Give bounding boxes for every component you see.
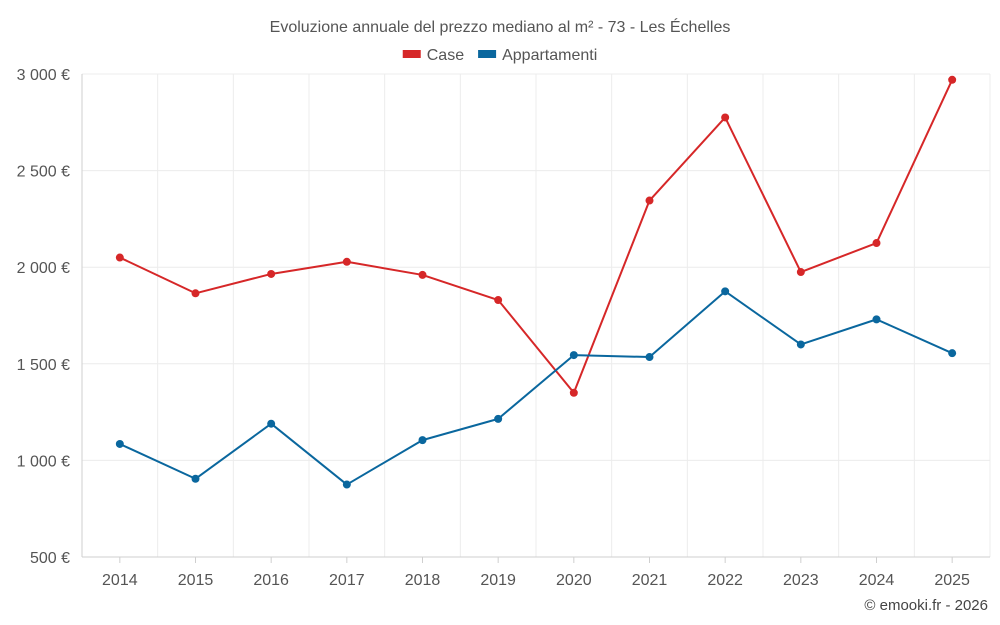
credit-text: © emooki.fr - 2026 (864, 597, 988, 614)
data-point-appartamenti[interactable] (191, 474, 200, 483)
data-point-case[interactable] (191, 289, 200, 298)
legend-swatch (478, 50, 497, 58)
chart-title: Evoluzione annuale del prezzo mediano al… (270, 17, 731, 36)
legend-item-appartamenti[interactable]: Appartamenti (478, 47, 597, 64)
data-point-case[interactable] (872, 239, 881, 248)
x-tick-label: 2017 (329, 572, 365, 589)
series-line-case (119, 79, 954, 394)
x-tick-label: 2021 (632, 572, 668, 589)
data-point-case[interactable] (948, 75, 957, 84)
data-point-appartamenti[interactable] (645, 353, 654, 362)
data-point-case[interactable] (721, 113, 730, 122)
data-point-appartamenti[interactable] (342, 480, 351, 489)
x-tick-label: 2016 (253, 572, 289, 589)
legend-swatch (402, 50, 421, 58)
x-tick-label: 2018 (405, 572, 441, 589)
data-point-case[interactable] (418, 270, 427, 279)
y-tick-label: 1 000 € (17, 453, 70, 470)
series-appartamenti (115, 287, 957, 489)
x-tick-label: 2014 (102, 572, 138, 589)
y-tick-label: 1 500 € (17, 357, 70, 374)
data-point-appartamenti[interactable] (418, 436, 427, 445)
y-tick-label: 3 000 € (17, 67, 70, 84)
x-tick-label: 2022 (707, 572, 743, 589)
x-tick-label: 2023 (783, 572, 819, 589)
data-point-appartamenti[interactable] (948, 349, 957, 358)
grid (81, 73, 991, 557)
data-point-case[interactable] (267, 269, 276, 278)
series-layer (115, 75, 957, 489)
y-tick-label: 500 € (30, 550, 70, 567)
legend-item-case[interactable]: Case (402, 47, 464, 64)
x-tick-label: 2020 (556, 572, 592, 589)
series-case (115, 75, 957, 397)
data-point-appartamenti[interactable] (796, 340, 805, 349)
y-tick-label: 2 000 € (17, 260, 70, 277)
data-point-appartamenti[interactable] (267, 419, 276, 428)
data-point-case[interactable] (569, 388, 578, 397)
data-point-appartamenti[interactable] (569, 351, 578, 360)
x-tick-label: 2019 (480, 572, 516, 589)
data-point-case[interactable] (342, 257, 351, 266)
legend-label: Appartamenti (502, 47, 597, 64)
data-point-case[interactable] (645, 196, 654, 205)
data-point-appartamenti[interactable] (872, 315, 881, 324)
y-tick-label: 2 500 € (17, 164, 70, 181)
x-tick-label: 2015 (178, 572, 214, 589)
data-point-case[interactable] (115, 253, 124, 262)
series-line-appartamenti (119, 290, 953, 486)
data-point-case[interactable] (796, 268, 805, 277)
x-tick-label: 2025 (934, 572, 970, 589)
legend[interactable]: Case Appartamenti (402, 47, 598, 64)
data-point-appartamenti[interactable] (494, 414, 503, 423)
data-point-appartamenti[interactable] (721, 287, 730, 296)
data-point-appartamenti[interactable] (115, 439, 124, 448)
x-tick-label: 2024 (859, 572, 895, 589)
data-point-case[interactable] (494, 296, 503, 305)
legend-label: Case (427, 47, 464, 64)
axes: 500 € 1 000 € 1 500 € 2 000 € 2 500 € 3 000 €… (17, 67, 990, 589)
